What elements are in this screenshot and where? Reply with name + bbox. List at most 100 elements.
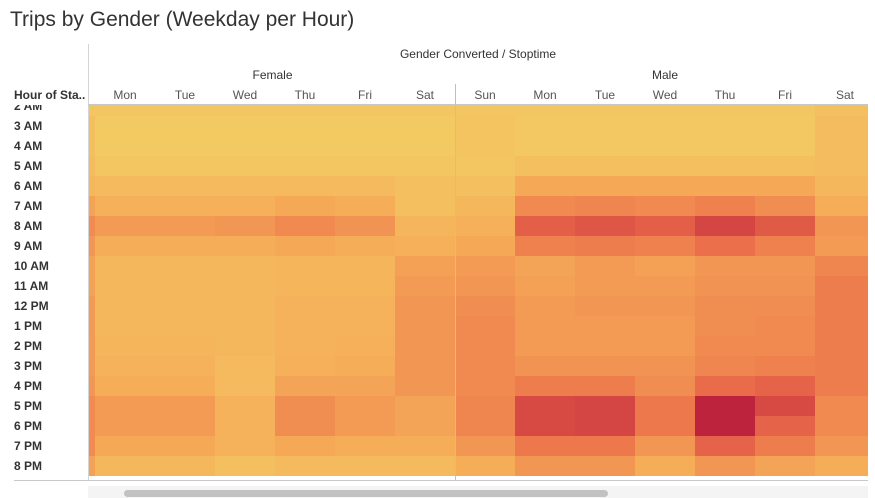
heatmap-cell[interactable] <box>275 156 335 176</box>
heatmap-cell[interactable] <box>395 356 455 376</box>
heatmap-cell[interactable] <box>215 136 275 156</box>
heatmap-cell[interactable] <box>95 236 155 256</box>
heatmap-cell[interactable] <box>155 96 215 116</box>
heatmap-cell[interactable] <box>635 336 695 356</box>
heatmap-cell[interactable] <box>35 276 95 296</box>
heatmap-cell[interactable] <box>395 176 455 196</box>
heatmap-cell[interactable] <box>215 236 275 256</box>
heatmap-cell[interactable] <box>635 376 695 396</box>
heatmap-cell[interactable] <box>455 436 515 456</box>
heatmap-cell[interactable] <box>635 196 695 216</box>
heatmap-cell[interactable] <box>575 136 635 156</box>
heatmap-cell[interactable] <box>35 356 95 376</box>
heatmap-cell[interactable] <box>155 336 215 356</box>
heatmap-cell[interactable] <box>95 396 155 416</box>
heatmap-cell[interactable] <box>275 296 335 316</box>
heatmap-cell[interactable] <box>335 96 395 116</box>
heatmap-cell[interactable] <box>395 116 455 136</box>
heatmap-cell[interactable] <box>635 456 695 476</box>
heatmap-cell[interactable] <box>275 396 335 416</box>
row-field-header[interactable]: Hour of Sta.. <box>14 88 86 102</box>
heatmap-cell[interactable] <box>755 396 815 416</box>
heatmap-cell[interactable] <box>755 136 815 156</box>
heatmap-cell[interactable] <box>335 436 395 456</box>
heatmap-cell[interactable] <box>275 176 335 196</box>
heatmap-cell[interactable] <box>95 196 155 216</box>
heatmap-cell[interactable] <box>575 436 635 456</box>
heatmap-cell[interactable] <box>155 356 215 376</box>
heatmap-cell[interactable] <box>575 156 635 176</box>
heatmap-cell[interactable] <box>815 116 875 136</box>
heatmap-cell[interactable] <box>515 216 575 236</box>
heatmap-cell[interactable] <box>395 396 455 416</box>
heatmap-cell[interactable] <box>395 196 455 216</box>
heatmap-cell[interactable] <box>335 376 395 396</box>
heatmap-cell[interactable] <box>695 156 755 176</box>
heatmap-cell[interactable] <box>35 96 95 116</box>
heatmap-cell[interactable] <box>455 456 515 476</box>
heatmap-cell[interactable] <box>335 316 395 336</box>
heatmap-cell[interactable] <box>515 276 575 296</box>
heatmap-cell[interactable] <box>695 376 755 396</box>
heatmap-cell[interactable] <box>275 196 335 216</box>
heatmap-cell[interactable] <box>155 456 215 476</box>
heatmap-cell[interactable] <box>455 196 515 216</box>
heatmap-cell[interactable] <box>635 356 695 376</box>
heatmap-cell[interactable] <box>155 416 215 436</box>
heatmap-cell[interactable] <box>95 336 155 356</box>
heatmap-cell[interactable] <box>815 196 875 216</box>
heatmap-cell[interactable] <box>155 136 215 156</box>
heatmap-cell[interactable] <box>35 336 95 356</box>
heatmap-cell[interactable] <box>335 216 395 236</box>
heatmap-cell[interactable] <box>515 436 575 456</box>
heatmap-cell[interactable] <box>515 316 575 336</box>
heatmap-cell[interactable] <box>395 376 455 396</box>
heatmap-cell[interactable] <box>335 416 395 436</box>
heatmap-cell[interactable] <box>215 356 275 376</box>
heatmap-cell[interactable] <box>815 356 875 376</box>
heatmap-cell[interactable] <box>755 256 815 276</box>
heatmap-cell[interactable] <box>275 256 335 276</box>
heatmap-cell[interactable] <box>395 336 455 356</box>
heatmap-cell[interactable] <box>275 96 335 116</box>
heatmap-cell[interactable] <box>575 236 635 256</box>
heatmap-cell[interactable] <box>815 396 875 416</box>
heatmap-cell[interactable] <box>155 216 215 236</box>
heatmap-cell[interactable] <box>395 416 455 436</box>
heatmap-cell[interactable] <box>275 436 335 456</box>
heatmap-cell[interactable] <box>35 256 95 276</box>
heatmap-cell[interactable] <box>815 296 875 316</box>
heatmap-cell[interactable] <box>395 456 455 476</box>
heatmap-cell[interactable] <box>155 396 215 416</box>
heatmap-cell[interactable] <box>695 196 755 216</box>
heatmap-cell[interactable] <box>695 336 755 356</box>
heatmap-cell[interactable] <box>215 196 275 216</box>
heatmap-cell[interactable] <box>395 256 455 276</box>
heatmap-cell[interactable] <box>335 196 395 216</box>
heatmap-cell[interactable] <box>695 256 755 276</box>
heatmap-cell[interactable] <box>335 256 395 276</box>
heatmap-cell[interactable] <box>455 336 515 356</box>
heatmap-cell[interactable] <box>575 336 635 356</box>
heatmap-cell[interactable] <box>275 276 335 296</box>
heatmap-cell[interactable] <box>95 96 155 116</box>
heatmap-cell[interactable] <box>815 176 875 196</box>
heatmap-cell[interactable] <box>515 336 575 356</box>
heatmap-cell[interactable] <box>95 256 155 276</box>
heatmap-cell[interactable] <box>815 416 875 436</box>
heatmap-cell[interactable] <box>95 356 155 376</box>
heatmap-cell[interactable] <box>215 296 275 316</box>
heatmap-cell[interactable] <box>815 456 875 476</box>
heatmap-cell[interactable] <box>575 176 635 196</box>
heatmap-cell[interactable] <box>815 336 875 356</box>
heatmap-cell[interactable] <box>35 216 95 236</box>
heatmap-cell[interactable] <box>575 396 635 416</box>
heatmap-cell[interactable] <box>275 336 335 356</box>
heatmap-cell[interactable] <box>515 416 575 436</box>
heatmap-cell[interactable] <box>635 236 695 256</box>
heatmap-cell[interactable] <box>155 196 215 216</box>
heatmap-cell[interactable] <box>95 456 155 476</box>
heatmap-cell[interactable] <box>815 436 875 456</box>
heatmap-cell[interactable] <box>395 276 455 296</box>
heatmap-cell[interactable] <box>755 96 815 116</box>
